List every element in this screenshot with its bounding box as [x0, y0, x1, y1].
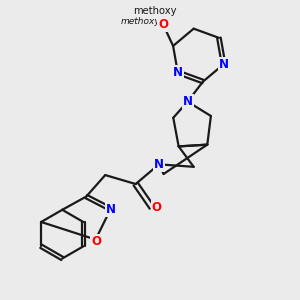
Text: methoxy: methoxy: [121, 17, 161, 26]
Text: O: O: [158, 18, 168, 31]
Text: N: N: [219, 58, 229, 71]
Text: O: O: [152, 201, 162, 214]
Text: N: N: [183, 95, 193, 108]
Text: O: O: [91, 235, 101, 248]
Text: N: N: [154, 158, 164, 171]
Text: N: N: [106, 202, 116, 216]
Text: methoxy: methoxy: [134, 6, 177, 16]
Text: N: N: [173, 66, 183, 79]
Text: methoxy: methoxy: [134, 19, 140, 20]
